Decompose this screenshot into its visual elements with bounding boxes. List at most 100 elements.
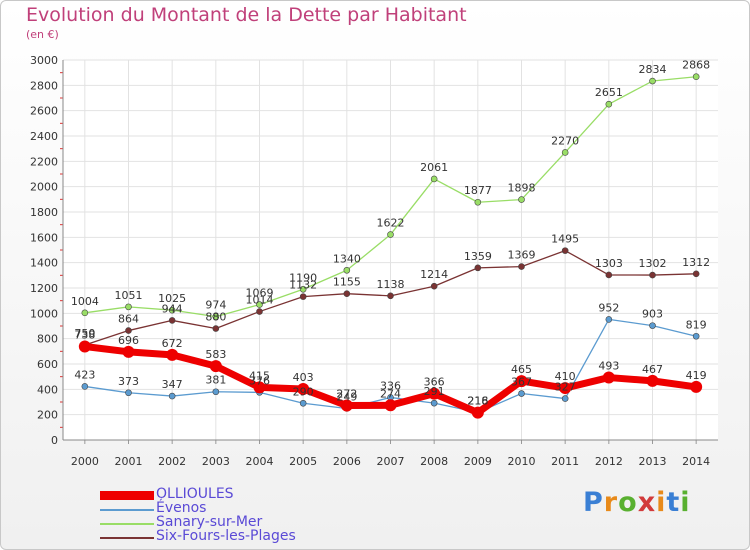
data-point-3 — [212, 325, 220, 332]
proxiti-logo: Proxiti — [583, 487, 691, 518]
data-point-2 — [430, 175, 438, 183]
data-label-0: 465 — [511, 363, 532, 376]
x-tick-label: 2003 — [202, 455, 230, 468]
chart-subtitle: (en €) — [26, 28, 59, 41]
data-label-0: 493 — [598, 360, 619, 373]
data-label-0: 216 — [467, 395, 488, 408]
data-point-3 — [518, 263, 525, 270]
data-point-3 — [430, 282, 438, 290]
data-label-1: 327 — [555, 381, 576, 394]
data-point-1 — [125, 389, 132, 397]
x-tick-label: 2007 — [377, 455, 405, 468]
data-point-2 — [649, 77, 656, 85]
data-label-1: 367 — [511, 376, 532, 389]
data-label-1: 381 — [205, 374, 226, 387]
data-label-0: 672 — [162, 337, 183, 350]
x-tick-label: 2013 — [639, 455, 667, 468]
data-label-2: 1898 — [508, 182, 536, 195]
data-point-3 — [168, 317, 176, 324]
data-label-0: 738 — [74, 329, 95, 342]
data-label-3: 880 — [205, 311, 226, 324]
label-layer: 738 696 672 583 415 403 272 274 366 216 465 410 493 4… — [71, 59, 710, 408]
data-point-0 — [471, 406, 484, 419]
data-label-1: 249 — [336, 390, 357, 403]
legend-label: Six-Fours-les-Plages — [156, 528, 296, 544]
data-point-1 — [299, 399, 307, 407]
data-point-0 — [428, 387, 441, 400]
data-point-2 — [692, 73, 700, 81]
x-tick-label: 2009 — [464, 455, 492, 468]
x-tick-label: 2010 — [508, 455, 536, 468]
data-label-0: 403 — [293, 371, 314, 384]
data-point-0 — [559, 382, 572, 395]
data-label-1: 819 — [686, 318, 707, 331]
axis-layer: 0 200 400 600 800 1000 1200 1400 1600 1800 2000 220… — [30, 54, 718, 468]
data-point-0 — [515, 375, 528, 388]
data-label-2: 1622 — [377, 217, 405, 230]
x-tick-label: 2004 — [246, 455, 274, 468]
data-label-1: 376 — [249, 374, 270, 387]
data-point-1 — [692, 332, 700, 340]
data-label-0: 467 — [642, 363, 663, 376]
legend-label: Évenos — [156, 500, 207, 516]
data-point-1 — [430, 399, 438, 407]
y-tick-label: 600 — [37, 358, 58, 371]
data-point-3 — [474, 264, 482, 272]
data-point-2 — [343, 266, 351, 274]
data-label-2: 1004 — [71, 295, 99, 308]
data-point-0 — [340, 399, 353, 412]
y-tick-label: 400 — [37, 383, 58, 396]
data-label-3: 944 — [162, 302, 183, 315]
y-tick-label: 200 — [37, 409, 58, 422]
data-point-2 — [81, 309, 89, 317]
data-point-1 — [212, 388, 220, 396]
data-label-3: 1155 — [333, 276, 361, 289]
data-point-2 — [299, 285, 307, 293]
data-point-0 — [253, 381, 266, 394]
x-tick-label: 2000 — [71, 455, 99, 468]
x-tick-label: 2006 — [333, 455, 361, 468]
data-label-3: 864 — [118, 313, 139, 326]
data-label-0: 583 — [205, 348, 226, 361]
data-point-0 — [209, 360, 222, 373]
data-point-3 — [343, 290, 351, 298]
data-point-1 — [605, 316, 613, 323]
data-point-0 — [384, 399, 397, 412]
x-tick-label: 2005 — [289, 455, 317, 468]
grid-layer — [63, 59, 718, 441]
y-tick-label: 800 — [37, 333, 58, 346]
data-point-0 — [646, 374, 659, 387]
data-label-0: 419 — [686, 369, 707, 382]
data-label-2: 1340 — [333, 252, 361, 265]
x-tick-label: 2014 — [682, 455, 710, 468]
data-label-3: 1214 — [420, 268, 448, 281]
data-point-2 — [474, 198, 482, 206]
x-tick-label: 2002 — [158, 455, 186, 468]
y-tick-label: 1400 — [30, 257, 58, 270]
data-point-3 — [387, 292, 394, 300]
data-label-2: 1025 — [158, 292, 186, 305]
data-label-3: 1495 — [551, 233, 579, 246]
data-point-2 — [125, 303, 132, 311]
data-point-3 — [692, 270, 700, 278]
data-label-2: 1069 — [246, 287, 274, 300]
series-layer — [78, 73, 703, 419]
data-point-3 — [561, 247, 569, 254]
data-label-2: 2651 — [595, 86, 623, 99]
data-point-2 — [212, 313, 220, 320]
data-label-1: 347 — [162, 378, 183, 391]
data-point-0 — [690, 380, 703, 393]
data-point-2 — [561, 149, 569, 156]
data-label-3: 1359 — [464, 250, 492, 263]
data-point-0 — [122, 345, 135, 358]
data-point-2 — [256, 301, 263, 308]
x-tick-label: 2011 — [551, 455, 579, 468]
chart-title: Evolution du Montant de la Dette par Hab… — [26, 4, 467, 26]
y-tick-label: 1800 — [30, 206, 58, 219]
data-label-3: 1302 — [639, 257, 667, 270]
data-point-2 — [387, 231, 394, 238]
y-tick-label: 2200 — [30, 155, 58, 168]
legend-label: Sanary-sur-Mer — [156, 514, 263, 530]
y-tick-label: 2400 — [30, 130, 58, 143]
data-point-0 — [602, 371, 615, 384]
